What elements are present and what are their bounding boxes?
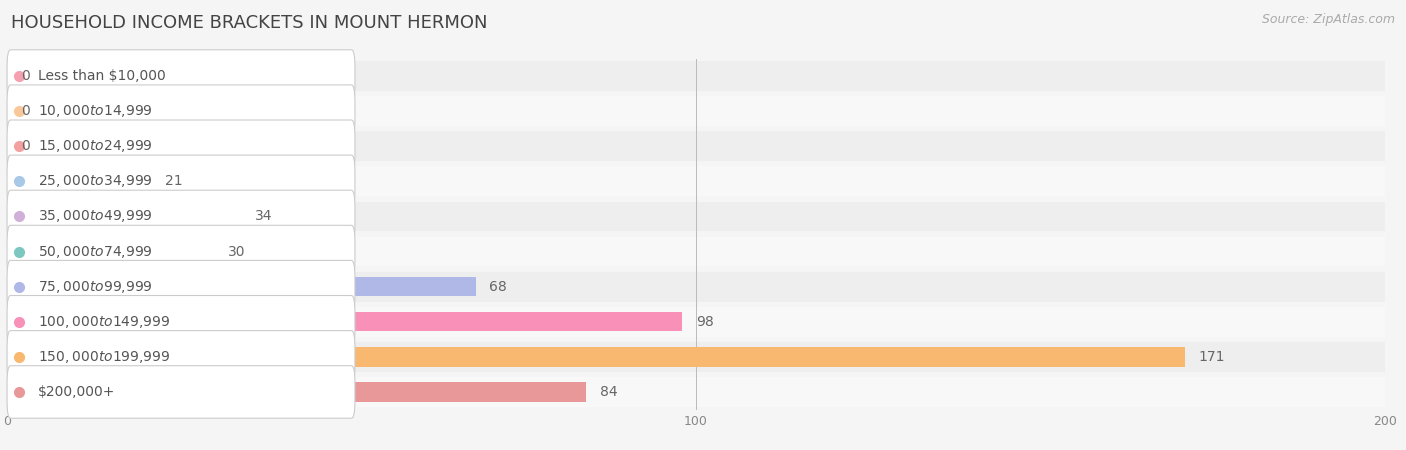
- Text: $25,000 to $34,999: $25,000 to $34,999: [38, 173, 153, 189]
- Text: $50,000 to $74,999: $50,000 to $74,999: [38, 243, 153, 260]
- Text: $15,000 to $24,999: $15,000 to $24,999: [38, 138, 153, 154]
- Bar: [7, 342, 1385, 372]
- Bar: [7, 96, 1385, 126]
- Text: $35,000 to $49,999: $35,000 to $49,999: [38, 208, 153, 225]
- Bar: [7, 166, 1385, 196]
- FancyBboxPatch shape: [7, 50, 354, 102]
- Text: 84: 84: [599, 385, 617, 399]
- Bar: [7, 242, 214, 261]
- Text: 0: 0: [21, 139, 30, 153]
- Text: Less than $10,000: Less than $10,000: [38, 69, 166, 83]
- Text: $100,000 to $149,999: $100,000 to $149,999: [38, 314, 170, 330]
- Bar: [7, 277, 475, 296]
- Text: 0: 0: [21, 69, 30, 83]
- FancyBboxPatch shape: [7, 120, 354, 172]
- FancyBboxPatch shape: [7, 331, 354, 383]
- Text: Source: ZipAtlas.com: Source: ZipAtlas.com: [1261, 14, 1395, 27]
- Text: HOUSEHOLD INCOME BRACKETS IN MOUNT HERMON: HOUSEHOLD INCOME BRACKETS IN MOUNT HERMO…: [11, 14, 488, 32]
- Text: $75,000 to $99,999: $75,000 to $99,999: [38, 279, 153, 295]
- Bar: [7, 202, 1385, 231]
- Text: 34: 34: [254, 209, 273, 224]
- Text: 68: 68: [489, 279, 508, 294]
- Bar: [7, 312, 682, 331]
- Bar: [7, 237, 1385, 266]
- FancyBboxPatch shape: [7, 366, 354, 418]
- Text: 21: 21: [166, 174, 183, 189]
- FancyBboxPatch shape: [7, 190, 354, 243]
- Bar: [7, 61, 1385, 91]
- Text: 30: 30: [228, 244, 245, 259]
- Text: $10,000 to $14,999: $10,000 to $14,999: [38, 103, 153, 119]
- Text: 171: 171: [1199, 350, 1226, 364]
- Text: $200,000+: $200,000+: [38, 385, 115, 399]
- Bar: [7, 172, 152, 191]
- Bar: [7, 131, 1385, 161]
- Text: 98: 98: [696, 315, 714, 329]
- Text: 0: 0: [21, 104, 30, 118]
- Bar: [7, 377, 1385, 407]
- Bar: [7, 307, 1385, 337]
- FancyBboxPatch shape: [7, 225, 354, 278]
- Bar: [7, 382, 586, 401]
- Bar: [7, 347, 1185, 366]
- Text: $150,000 to $199,999: $150,000 to $199,999: [38, 349, 170, 365]
- FancyBboxPatch shape: [7, 85, 354, 137]
- FancyBboxPatch shape: [7, 261, 354, 313]
- FancyBboxPatch shape: [7, 296, 354, 348]
- Bar: [7, 272, 1385, 302]
- FancyBboxPatch shape: [7, 155, 354, 207]
- Bar: [7, 207, 242, 226]
